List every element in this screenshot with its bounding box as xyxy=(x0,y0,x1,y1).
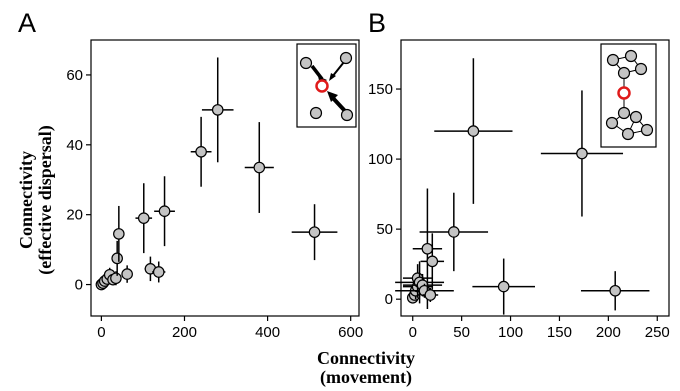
panel-b-y-tick-label: 0 xyxy=(385,291,393,308)
point-marker xyxy=(253,161,266,174)
point-marker xyxy=(152,266,165,278)
panel-b-plot: 0 50 100 150 200 250 0 50 100 150 xyxy=(368,39,670,341)
point-marker xyxy=(424,289,437,301)
panel-a-data-point xyxy=(121,265,133,283)
panel-b-y-tick-label: 150 xyxy=(368,81,393,98)
point-marker xyxy=(113,228,125,240)
panel-b-ticks: 0 50 100 150 200 250 0 50 100 150 xyxy=(368,81,670,341)
x-axis-title-line1: Connectivity xyxy=(317,348,415,368)
point-marker xyxy=(158,205,171,217)
point-marker xyxy=(497,280,510,293)
point-marker xyxy=(137,212,150,224)
panel-a-plot: 0 200 400 600 0 20 40 60 xyxy=(66,39,363,341)
inset-a-node xyxy=(339,51,353,65)
panel-b-x-tick-label: 50 xyxy=(453,324,470,341)
point-marker xyxy=(426,255,439,268)
panel-a-data-point xyxy=(154,176,175,247)
inset-b-node xyxy=(621,127,635,141)
panel-a-data-point xyxy=(113,205,125,262)
panel-b-inset xyxy=(600,43,657,148)
inset-b-node xyxy=(629,110,643,124)
panel-b-data-point xyxy=(580,271,650,311)
panel-b-y-tick-label: 50 xyxy=(376,221,393,238)
panel-b-x-tick-label: 0 xyxy=(409,324,417,341)
y-axis-title-line2: (effective dispersal) xyxy=(35,125,56,274)
inset-b-node xyxy=(640,123,654,137)
panel-a-y-tick-label: 20 xyxy=(66,207,83,224)
panel-a-data-point xyxy=(190,116,212,187)
panel-a-letter: A xyxy=(18,8,36,38)
panel-b-y-tick-label: 100 xyxy=(368,151,393,168)
inset-a-focal-node xyxy=(315,79,329,93)
panel-a-data-point xyxy=(110,271,122,286)
inset-b-node xyxy=(606,53,620,67)
panel-a-x-tick-label: 200 xyxy=(172,324,197,341)
point-marker xyxy=(609,284,622,297)
panel-a-data-point xyxy=(152,261,166,283)
inset-b-node xyxy=(617,66,631,80)
panel-a-inset xyxy=(296,43,357,128)
panel-b-x-tick-label: 100 xyxy=(498,324,523,341)
panel-a-x-tick-label: 0 xyxy=(97,324,105,341)
point-marker xyxy=(467,125,480,137)
panel-b-frame xyxy=(400,39,670,317)
panel-a-y-tick-label: 0 xyxy=(75,277,83,294)
inset-a-node xyxy=(299,56,313,70)
inset-a-arrowhead-2 xyxy=(329,73,336,81)
panel-b-x-tick-label: 250 xyxy=(645,324,670,341)
inset-a-node xyxy=(309,106,323,120)
panel-a-data-point xyxy=(111,240,123,276)
panel-a-y-tick-label: 40 xyxy=(66,137,83,154)
inset-a-arrow-line-3 xyxy=(330,95,347,113)
panel-a-data-point xyxy=(135,183,153,254)
panel-b-data-point xyxy=(472,258,535,315)
inset-b-node xyxy=(634,62,648,76)
x-axis-title-line2: (movement) xyxy=(320,367,412,388)
panel-b-data-point xyxy=(434,58,513,204)
panel-b-data-point xyxy=(540,90,624,217)
inset-a-arrowhead-3 xyxy=(327,91,338,102)
point-marker xyxy=(576,147,588,160)
panel-b-data-point xyxy=(422,287,439,302)
panel-a-data-point xyxy=(244,122,274,213)
inset-b-node xyxy=(624,49,638,63)
panel-b-x-tick-label: 150 xyxy=(547,324,572,341)
y-axis-title-line1: Connectivity xyxy=(16,151,36,249)
point-marker xyxy=(211,104,224,116)
panel-b-letter: B xyxy=(368,8,386,38)
panel-a-data-point xyxy=(291,204,338,261)
inset-a-arrow-line-1 xyxy=(310,64,324,81)
panel-b-data-point xyxy=(420,233,445,290)
point-marker xyxy=(421,242,434,255)
y-axis-title: Connectivity (effective dispersal) xyxy=(16,125,56,274)
panel-a-x-tick-label: 600 xyxy=(338,324,363,341)
inset-a-arrow-line-2 xyxy=(331,61,345,78)
point-marker xyxy=(110,272,122,285)
panel-b-x-tick-label: 200 xyxy=(596,324,621,341)
point-marker xyxy=(195,145,207,158)
panel-a-data-point xyxy=(201,57,234,163)
point-marker xyxy=(121,268,133,280)
panel-a-ticks: 0 200 400 600 0 20 40 60 xyxy=(66,67,363,341)
panel-b-data-point xyxy=(419,192,489,272)
point-marker xyxy=(308,226,321,238)
panel-b-points xyxy=(395,58,650,315)
panel-a-frame xyxy=(90,39,360,317)
inset-a-node xyxy=(340,108,354,122)
panel-a-x-tick-label: 400 xyxy=(255,324,280,341)
inset-b-focal-node xyxy=(617,86,631,100)
point-marker xyxy=(111,252,123,265)
inset-b-node xyxy=(617,106,631,120)
panel-a-points xyxy=(95,57,338,291)
inset-b-node xyxy=(605,116,619,130)
panel-a-y-tick-label: 60 xyxy=(66,67,83,84)
point-marker xyxy=(448,226,460,238)
